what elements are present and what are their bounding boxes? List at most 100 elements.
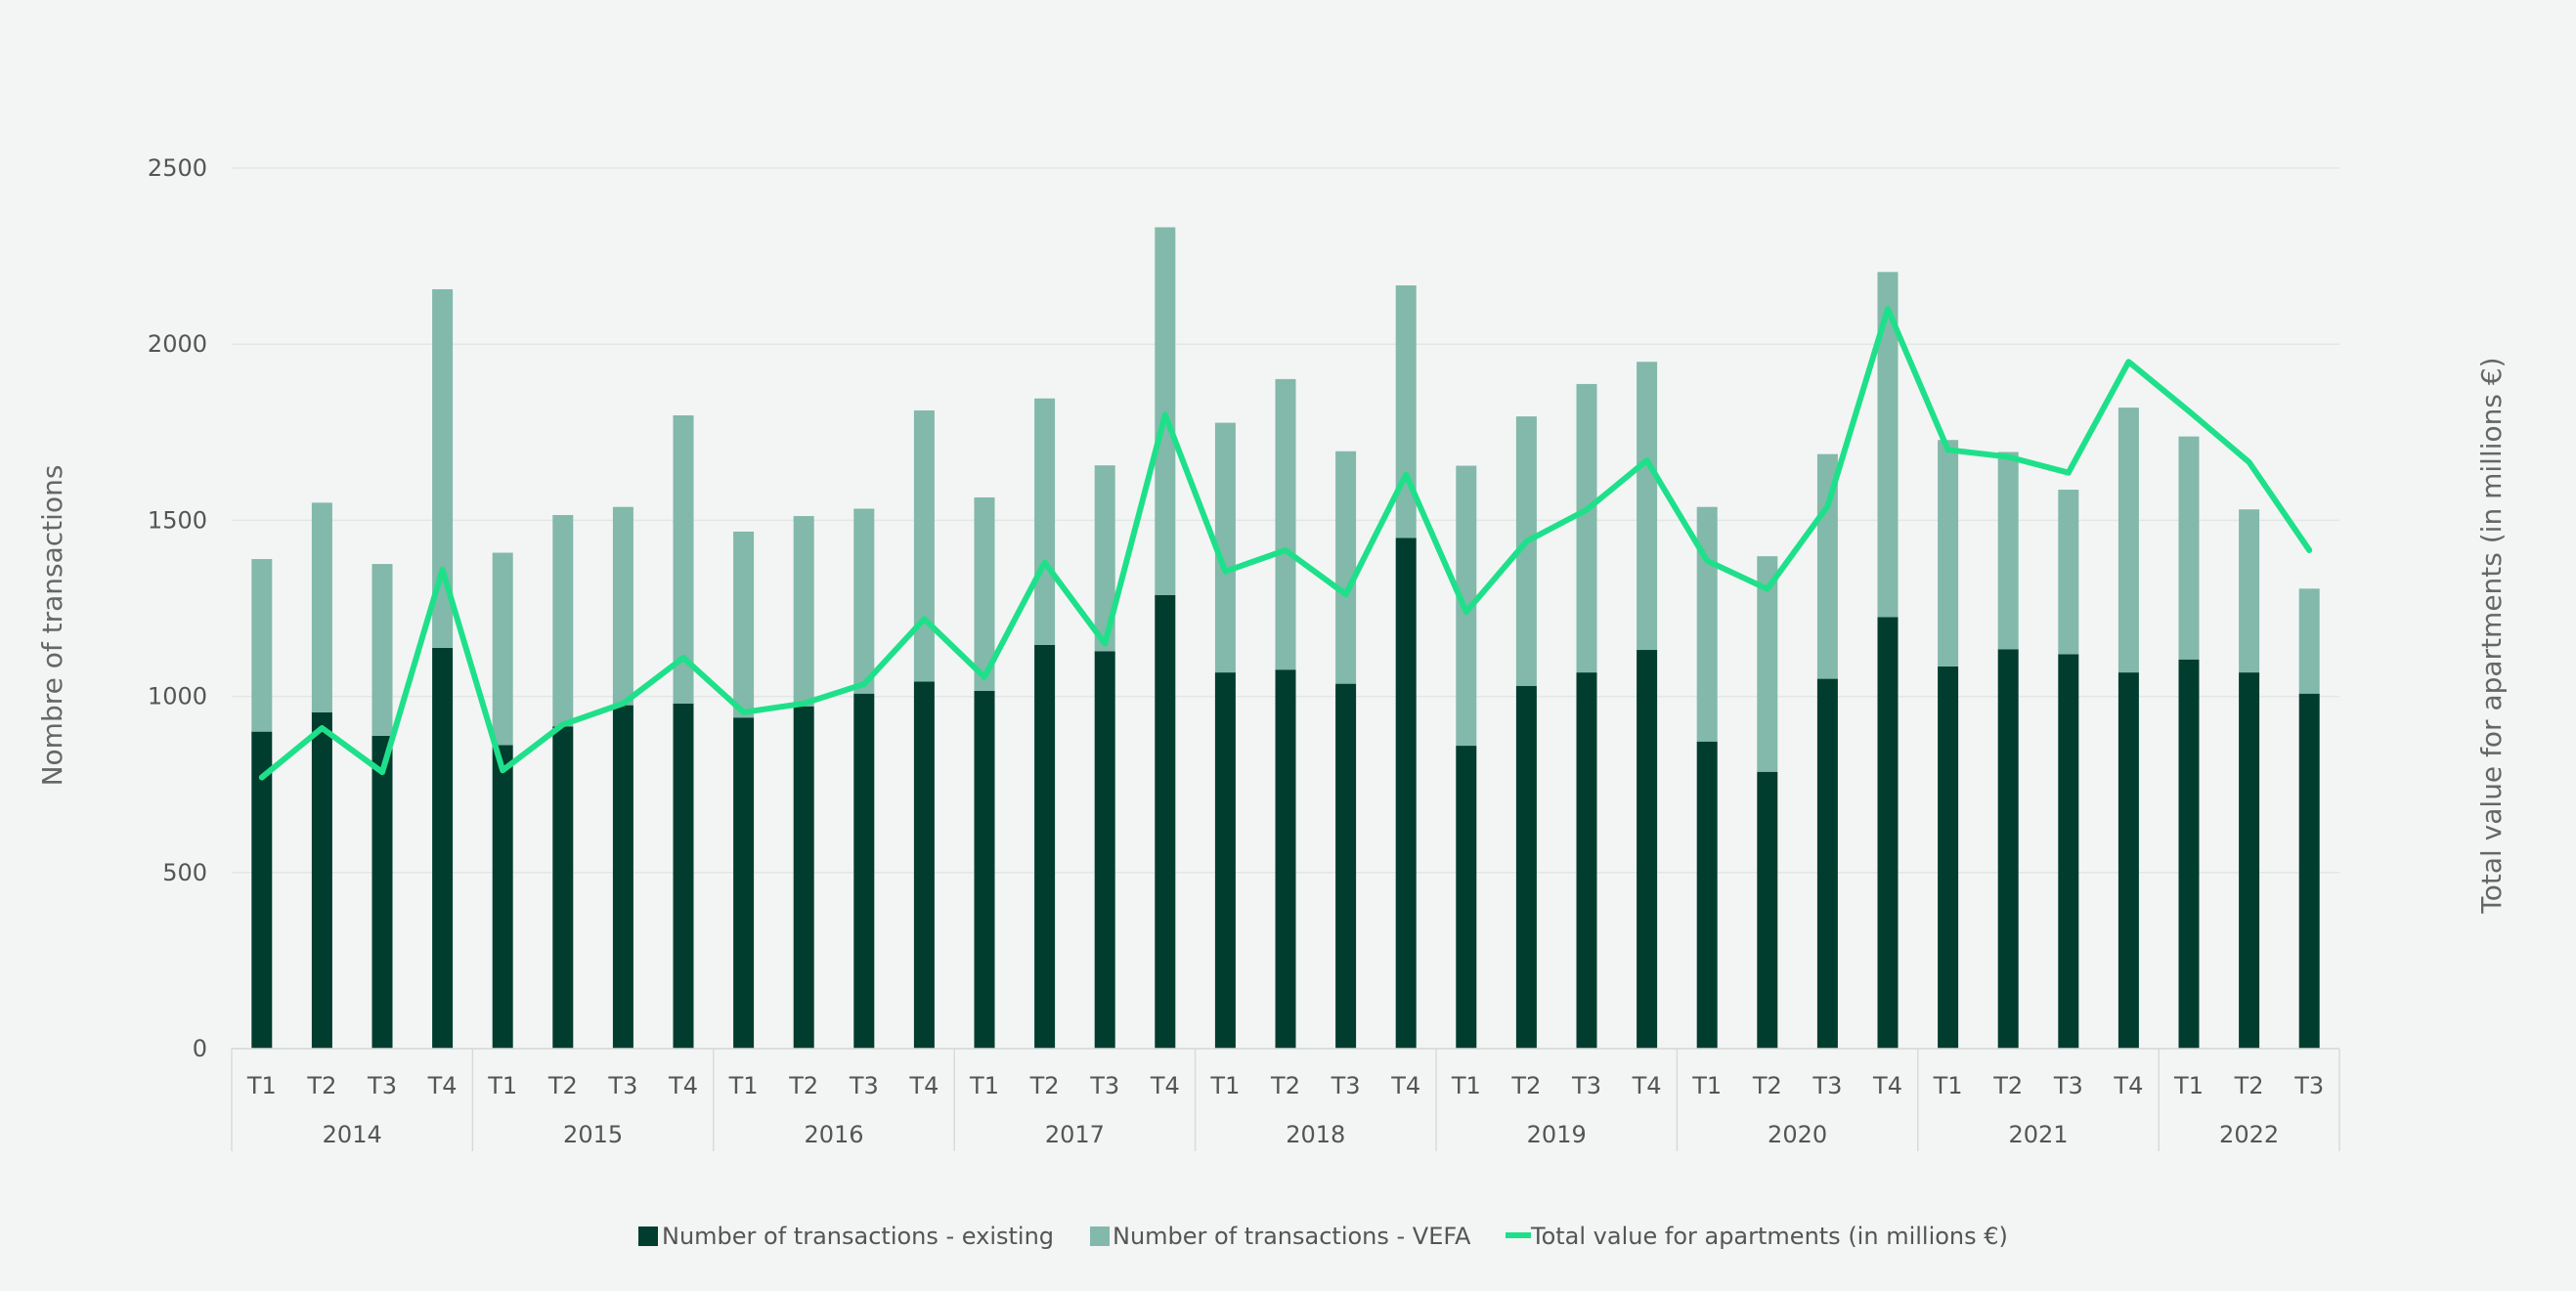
bar-existing: [974, 690, 995, 1049]
x-tick-quarter: T4: [1390, 1072, 1420, 1099]
legend-item-total-value[interactable]: Total value for apartments (in millions …: [1506, 1223, 2008, 1250]
x-tick-year: 2015: [563, 1121, 623, 1148]
bar-existing: [1816, 678, 1838, 1049]
x-tick-quarter: T1: [1209, 1072, 1240, 1099]
bar-vefa: [913, 409, 935, 682]
line-total-value: [258, 306, 2313, 781]
bar-existing: [913, 681, 935, 1049]
bar-vefa: [1335, 451, 1357, 684]
x-tick-quarter: T1: [728, 1072, 759, 1099]
legend-item-existing[interactable]: Number of transactions - existing: [638, 1223, 1054, 1250]
bars: [251, 227, 2320, 1049]
bar-vefa: [733, 531, 755, 718]
x-tick-quarter: T3: [2293, 1072, 2324, 1099]
x-tick-quarter: T1: [1451, 1072, 1481, 1099]
x-tick-quarter: T3: [1812, 1072, 1842, 1099]
line-series-layer: [258, 306, 2313, 781]
legend-label-existing: Number of transactions - existing: [662, 1223, 1054, 1250]
bar-vefa: [673, 415, 694, 704]
bar-vefa: [1214, 422, 1236, 673]
bar-vefa: [492, 552, 513, 746]
bar-vefa: [793, 516, 814, 707]
bar-vefa: [1938, 440, 1959, 667]
bar-existing: [1515, 685, 1537, 1049]
x-tick-quarter: T3: [2053, 1072, 2083, 1099]
bar-existing: [1214, 672, 1236, 1049]
bar-existing: [612, 705, 633, 1049]
bar-existing: [492, 745, 513, 1049]
x-tick-year: 2018: [1286, 1121, 1345, 1148]
x-tick-quarter: T3: [1571, 1072, 1601, 1099]
legend-label-total-value: Total value for apartments (in millions …: [1530, 1223, 2008, 1250]
bar-vefa: [1155, 227, 1176, 595]
x-tick-quarter: T4: [1632, 1072, 1662, 1099]
bar-existing: [1637, 650, 1658, 1049]
bar-vefa: [1395, 285, 1417, 538]
bar-vefa: [2178, 436, 2200, 660]
bar-existing: [1335, 683, 1357, 1049]
x-tick-quarter: T4: [427, 1072, 458, 1099]
bar-existing: [1877, 617, 1899, 1049]
bar-existing: [432, 647, 454, 1049]
bar-existing: [1094, 651, 1115, 1049]
x-tick-quarter: T4: [908, 1072, 939, 1099]
bar-vefa: [2239, 509, 2260, 673]
x-tick-quarter: T3: [1089, 1072, 1119, 1099]
x-tick-quarter: T1: [487, 1072, 517, 1099]
y-tick-label: 2000: [148, 330, 207, 358]
legend-swatch-existing: [638, 1226, 658, 1246]
x-tick-quarter: T3: [849, 1072, 879, 1099]
bar-existing: [733, 717, 755, 1049]
y2-axis-title: Total value for apartments (in millions …: [2475, 357, 2508, 914]
x-tick-quarter: T1: [1691, 1072, 1722, 1099]
x-axis: T1 T2 T3 T4 T1 T2 T3 T4 T1 T2 T3 T4 T1 T2 T3 T4 T1 T2 T3 T4…: [231, 1048, 2340, 1151]
x-tick-quarter: T2: [1992, 1072, 2023, 1099]
bar-vefa: [251, 559, 273, 732]
x-tick-quarter: T1: [1933, 1072, 1963, 1099]
x-tick-quarter: T2: [547, 1072, 578, 1099]
bar-existing: [1938, 666, 1959, 1049]
bar-vefa: [1637, 362, 1658, 651]
legend-item-vefa[interactable]: Number of transactions - VEFA: [1090, 1223, 1471, 1250]
bar-existing: [1395, 538, 1417, 1049]
x-tick-year: 2020: [1768, 1121, 1827, 1148]
bar-vefa: [1997, 452, 2019, 650]
x-tick-quarter: T2: [2234, 1072, 2264, 1099]
x-tick-quarter: T1: [969, 1072, 999, 1099]
x-tick-year: 2022: [2219, 1121, 2279, 1148]
x-tick-quarter: T1: [246, 1072, 277, 1099]
bar-existing: [2118, 672, 2139, 1049]
y-tick-label: 500: [162, 859, 207, 886]
legend: Number of transactions - existing Number…: [638, 1223, 2008, 1250]
bar-vefa: [2118, 408, 2139, 673]
x-tick-year: 2019: [1527, 1121, 1587, 1148]
bar-existing: [371, 735, 393, 1049]
y-tick-label: 1500: [148, 506, 207, 534]
x-tick-quarter: T1: [2173, 1072, 2204, 1099]
y-axis-ticks: 0 500 1000 1500 2000 2500: [148, 154, 207, 1062]
bar-vefa: [974, 496, 995, 691]
bar-existing: [552, 726, 574, 1049]
bar-existing: [311, 711, 332, 1049]
bar-existing: [1155, 594, 1176, 1049]
x-tick-year: 2017: [1045, 1121, 1105, 1148]
bar-vefa: [371, 564, 393, 736]
bar-existing: [1997, 649, 2019, 1049]
bar-existing: [1275, 669, 1296, 1049]
bar-vefa: [1034, 398, 1056, 645]
bar-existing: [853, 693, 875, 1049]
x-tick-quarter: T2: [1029, 1072, 1060, 1099]
bar-existing: [251, 731, 273, 1049]
legend-swatch-vefa: [1090, 1226, 1110, 1246]
x-tick-quarter: T4: [1872, 1072, 1902, 1099]
x-tick-quarter: T3: [607, 1072, 637, 1099]
y-tick-label: 0: [193, 1035, 207, 1062]
bar-vefa: [612, 506, 633, 706]
x-tick-quarter: T2: [1270, 1072, 1300, 1099]
bar-vefa: [1275, 378, 1296, 670]
legend-label-vefa: Number of transactions - VEFA: [1113, 1223, 1471, 1250]
bar-vefa: [1877, 272, 1899, 618]
x-tick-year: 2021: [2008, 1121, 2068, 1148]
bar-existing: [2178, 659, 2200, 1049]
